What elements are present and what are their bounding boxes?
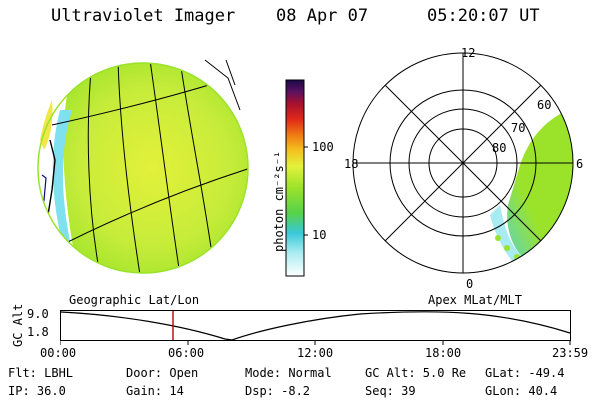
altitude-xtick-0000: 00:00 bbox=[40, 346, 77, 360]
altitude-plot bbox=[60, 310, 571, 345]
status-gc-alt: GC Alt: 5.0 Re bbox=[365, 366, 467, 380]
altitude-xtick-0600: 06:00 bbox=[168, 346, 205, 360]
altitude-xtick-1800: 18:00 bbox=[425, 346, 462, 360]
colorbar bbox=[285, 79, 308, 277]
mlat-label-60: 60 bbox=[537, 98, 552, 112]
status-glat: GLat: -49.4 bbox=[485, 366, 565, 380]
status-seq: Seq: 39 bbox=[365, 384, 416, 398]
status-dsp: Dsp: -8.2 bbox=[245, 384, 311, 398]
status-gain: Gain: 14 bbox=[126, 384, 184, 398]
left-panel-caption: Geographic Lat/Lon bbox=[69, 293, 200, 307]
altitude-xtick-2359: 23:59 bbox=[552, 346, 589, 360]
mlt-label-18: 18 bbox=[344, 157, 359, 171]
right-panel-caption: Apex MLat/MLT bbox=[428, 293, 522, 307]
status-ip: IP: 36.0 bbox=[8, 384, 66, 398]
mlt-label-6: 6 bbox=[576, 157, 584, 171]
mlat-label-70: 70 bbox=[511, 121, 526, 135]
polar-plot bbox=[352, 52, 574, 274]
mlt-label-12: 12 bbox=[461, 46, 476, 60]
date-label: 08 Apr 07 bbox=[276, 6, 369, 26]
status-glon: GLon: 40.4 bbox=[485, 384, 558, 398]
status-mode: Mode: Normal bbox=[245, 366, 332, 380]
altitude-ytick-max: 9.0 bbox=[27, 307, 49, 321]
status-door: Door: Open bbox=[126, 366, 199, 380]
status-flt: Flt: LBHL bbox=[8, 366, 74, 380]
colorbar-tick-10: 10 bbox=[312, 228, 327, 242]
altitude-ylabel: GC Alt bbox=[11, 303, 25, 347]
time-label: 05:20:07 UT bbox=[427, 6, 540, 26]
altitude-xtick-1200: 12:00 bbox=[297, 346, 334, 360]
mlt-label-0: 0 bbox=[466, 277, 474, 291]
altitude-ytick-min: 1.8 bbox=[27, 325, 49, 339]
colorbar-tick-100: 100 bbox=[312, 140, 334, 154]
mlat-label-80: 80 bbox=[492, 141, 507, 155]
app-title: Ultraviolet Imager bbox=[51, 6, 236, 26]
colorbar-unit-label: photon cm⁻²s⁻¹ bbox=[272, 150, 286, 252]
